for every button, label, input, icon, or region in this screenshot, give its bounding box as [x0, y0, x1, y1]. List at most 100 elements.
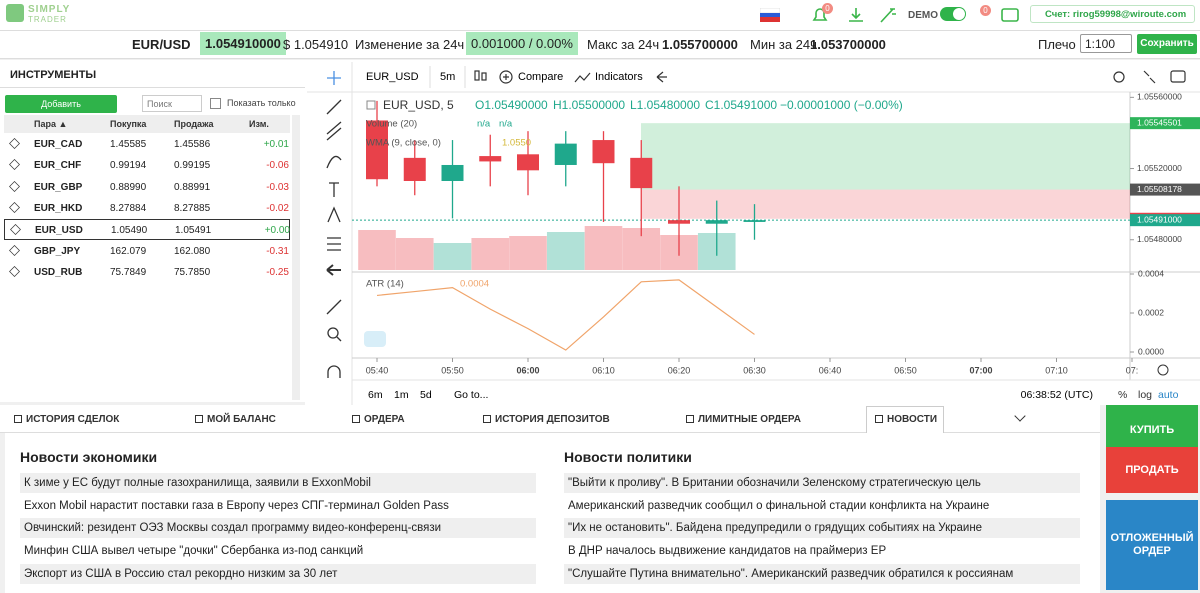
price-marker: [1130, 214, 1200, 227]
interval: 5m: [440, 71, 455, 83]
tab-icon[interactable]: [195, 415, 203, 423]
x-tick-label: 05:50: [441, 365, 464, 375]
pending-button[interactable]: ОТЛОЖЕННЫЙ ОРДЕР: [1106, 500, 1198, 590]
candle-body: [403, 157, 426, 181]
checkbox[interactable]: [210, 98, 221, 109]
star-icon[interactable]: [9, 265, 20, 277]
news-item[interactable]: Минфин США вывел четыре "дочки" Сбербанк…: [20, 541, 536, 562]
instrument-row[interactable]: EUR_HKD 8.27884 8.27885 -0.02: [4, 198, 290, 219]
loss-zone: [641, 189, 1130, 219]
download-icon[interactable]: [846, 6, 866, 24]
mode-label: DEMO: [908, 10, 938, 21]
high-label: Макс за 24ч: [587, 37, 660, 52]
star-icon[interactable]: [9, 244, 20, 256]
tab-icon[interactable]: [483, 415, 491, 423]
instrument-row[interactable]: GBP_JPY 162.079 162.080 -0.31: [4, 241, 290, 262]
mode-toggle[interactable]: [940, 7, 966, 21]
tab[interactable]: ИСТОРИЯ ДЕПОЗИТОВ: [495, 414, 610, 425]
price-marker-label: 1.05491000: [1137, 214, 1182, 224]
instrument-row[interactable]: EUR_GBP 0.88990 0.88991 -0.03: [4, 177, 290, 198]
news-item[interactable]: "Выйти к проливу". В Британии обозначили…: [564, 473, 1080, 493]
volume-bar: [395, 238, 434, 270]
tab-icon[interactable]: [875, 415, 883, 423]
star-icon[interactable]: [9, 201, 20, 213]
range-button[interactable]: 5d: [420, 389, 432, 401]
tab-icon[interactable]: [686, 415, 694, 423]
instrument-row[interactable]: EUR_CAD 1.45585 1.45586 +0.01: [4, 134, 290, 155]
star-icon[interactable]: [9, 138, 20, 149]
range-button[interactable]: 6m: [368, 389, 383, 401]
star-icon[interactable]: [9, 180, 20, 192]
legend-high: H1.05500000: [553, 98, 625, 112]
add-button[interactable]: Добавить: [5, 95, 117, 113]
show-only: Показать только: [227, 98, 296, 108]
wallet-icon[interactable]: [1000, 7, 1022, 23]
sell-price: 75.7850: [174, 266, 211, 278]
buy-button[interactable]: КУПИТЬ: [1106, 405, 1198, 455]
legend-change: −0.00001000 (−0.00%): [780, 98, 903, 112]
compare-button[interactable]: Compare: [518, 71, 563, 83]
change: +0.01: [263, 139, 289, 150]
search-input[interactable]: Поиск: [142, 95, 202, 112]
news-item[interactable]: В ДНР началось выдвижение кандидатов на …: [564, 541, 1080, 562]
account[interactable]: Счет: rirog59998@wiroute.com: [1030, 5, 1195, 23]
news-item[interactable]: Exxon Mobil нарастит поставки газа в Евр…: [20, 495, 536, 516]
instrument-row[interactable]: USD_RUB 75.7849 75.7850 -0.25: [4, 262, 290, 283]
drawing-tools[interactable]: [326, 71, 342, 378]
tab[interactable]: ОРДЕРА: [364, 414, 405, 425]
candle-body: [743, 220, 766, 222]
buy-price: 162.079: [110, 245, 147, 257]
tv-logo: [364, 331, 386, 347]
tab[interactable]: ИСТОРИЯ СДЕЛОК: [26, 414, 120, 425]
candle-body: [705, 220, 728, 224]
tab[interactable]: НОВОСТИ: [887, 414, 938, 425]
bell-icon[interactable]: [810, 5, 830, 25]
column-header: Изм.: [249, 119, 269, 129]
candle-body: [366, 120, 388, 180]
column-header: Продажа: [174, 119, 214, 129]
volume-bar: [584, 226, 623, 270]
candle-body: [592, 140, 615, 164]
tab-icon[interactable]: [14, 415, 22, 423]
buy-price: 1.45585: [110, 139, 147, 150]
star-icon[interactable]: [9, 159, 20, 171]
buy-price: 0.99194: [110, 160, 147, 172]
profit-zone: [641, 123, 1130, 190]
scale-option: %: [1118, 389, 1127, 401]
x-tick-label: 07:10: [1045, 365, 1068, 375]
tab[interactable]: МОЙ БАЛАНС: [207, 414, 276, 425]
star-icon[interactable]: [10, 224, 21, 236]
price-marker-label: 1.05508178: [1137, 184, 1182, 194]
indicators-button: Indicators: [595, 71, 643, 83]
sell-price: 1.05491: [175, 225, 212, 237]
x-tick-label: 06:40: [819, 365, 842, 375]
leverage-select[interactable]: 1:100: [1080, 34, 1132, 53]
magic-icon[interactable]: [878, 6, 898, 24]
news-item[interactable]: Экспорт из США в Россию стал рекордно ни…: [20, 563, 536, 584]
tab[interactable]: ЛИМИТНЫЕ ОРДЕРА: [698, 414, 801, 425]
news-column-title: Новости политики: [564, 449, 692, 465]
pair: GBP_JPY: [34, 245, 81, 257]
news-item[interactable]: Овчинский: резидент ОЭЗ Москвы создал пр…: [20, 518, 536, 539]
active-tab[interactable]: [866, 406, 944, 433]
news-item[interactable]: Американский разведчик сообщил о финальн…: [564, 495, 1080, 516]
pair: EUR_USD: [35, 225, 83, 237]
news-item[interactable]: "Их не остановить". Байдена предупредили…: [564, 518, 1080, 539]
tab-icon[interactable]: [352, 415, 360, 423]
instrument-row[interactable]: EUR_CHF 0.99194 0.99195 -0.06: [4, 155, 290, 176]
column-header: Пара ▲: [34, 119, 68, 129]
news-item[interactable]: К зиме у ЕС будут полные газохранилища, …: [20, 473, 536, 493]
chart-toolbar-icons[interactable]: [429, 66, 1186, 88]
news-item[interactable]: "Слушайте Путина внимательно". Американс…: [564, 563, 1080, 584]
volume-label: Volume (20): [366, 119, 417, 130]
instrument-row[interactable]: EUR_USD 1.05490 1.05491 +0.00: [4, 219, 290, 241]
scrollbar[interactable]: [292, 115, 300, 400]
sell-button[interactable]: ПРОДАТЬ: [1106, 447, 1198, 493]
save-button[interactable]: Сохранить: [1137, 34, 1197, 54]
symbol: EUR_USD: [366, 71, 419, 83]
sell-price: 0.99195: [174, 160, 211, 172]
range-button[interactable]: 1m: [394, 389, 409, 401]
flag[interactable]: [760, 8, 780, 22]
